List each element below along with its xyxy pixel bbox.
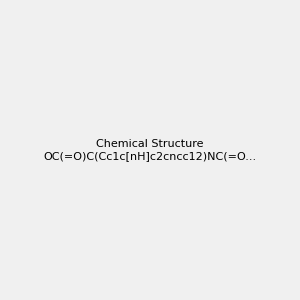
Text: Chemical Structure
OC(=O)C(Cc1c[nH]c2cncc12)NC(=O...: Chemical Structure OC(=O)C(Cc1c[nH]c2cnc… <box>44 139 256 161</box>
